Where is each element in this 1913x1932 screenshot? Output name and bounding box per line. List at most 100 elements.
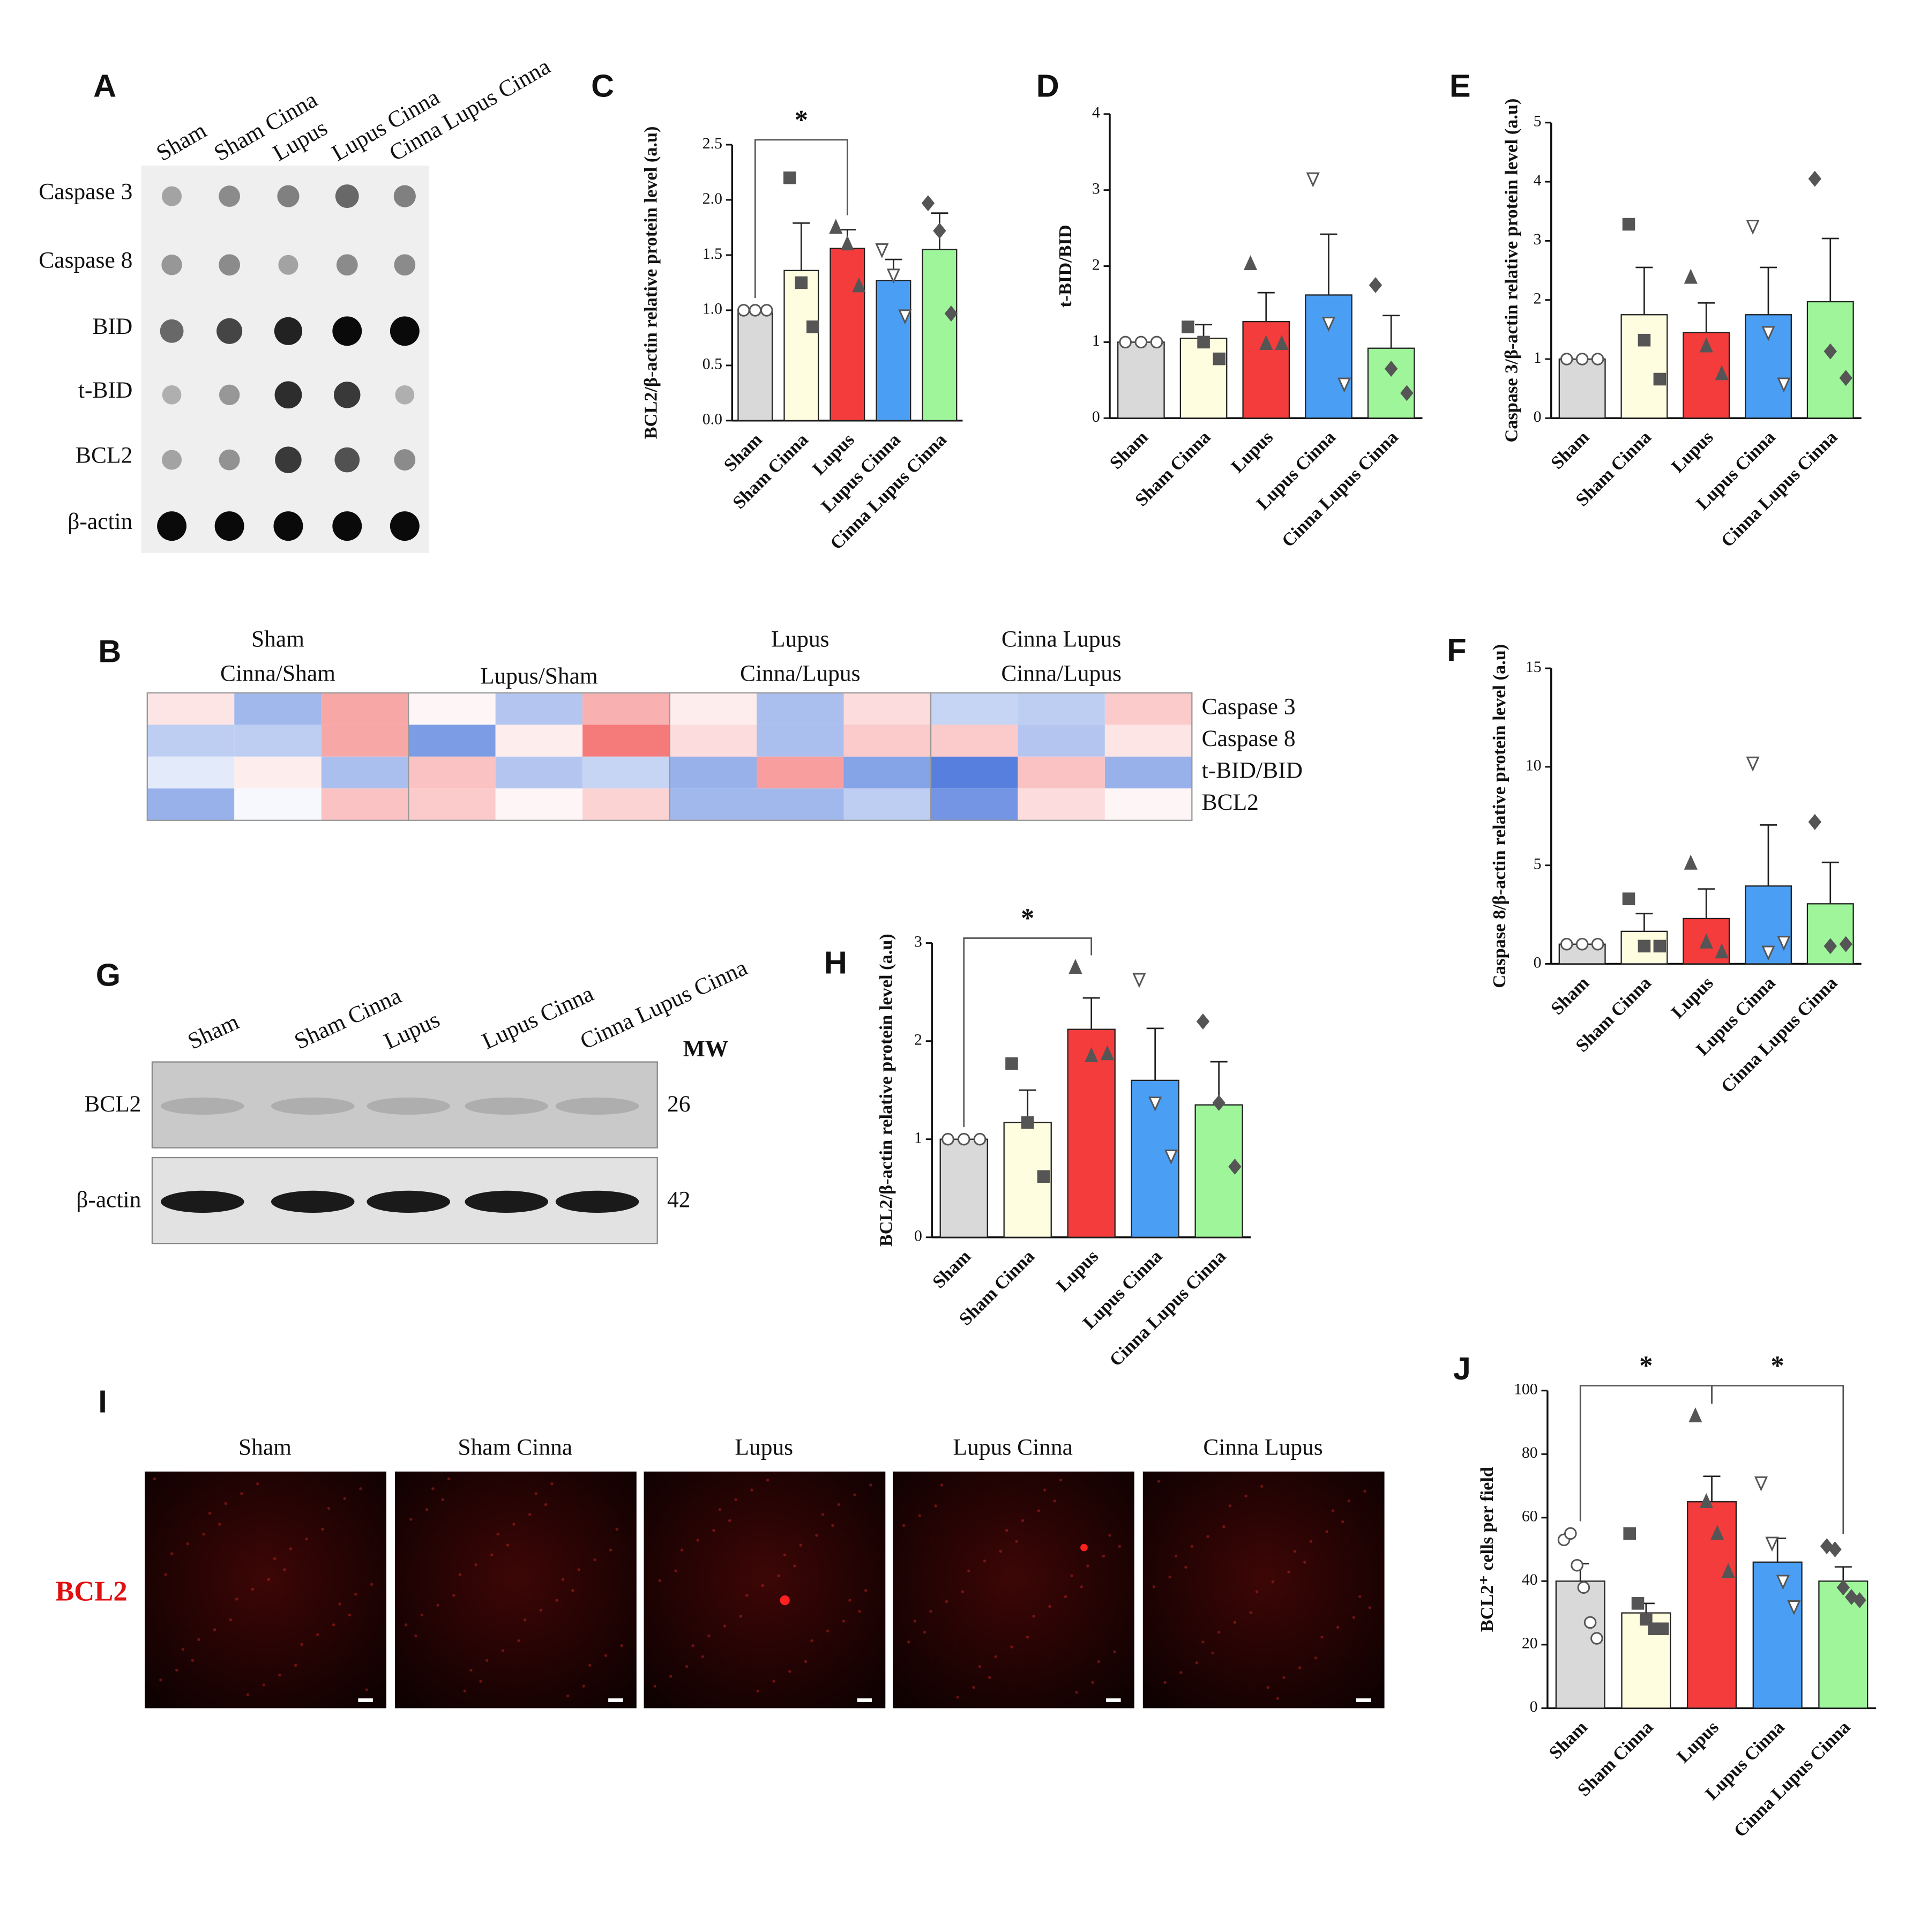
fluorescence-spot [1080, 1543, 1088, 1551]
fluorescence-speck [604, 1654, 608, 1657]
error-bar [793, 222, 810, 271]
fluorescence-speck [1303, 1561, 1306, 1564]
data-point [1777, 936, 1791, 951]
fluorescence-speck [978, 1665, 982, 1668]
fluorescence-speck [1341, 1520, 1344, 1524]
data-point [1754, 1476, 1768, 1491]
row-label: BCL2 [55, 1576, 127, 1607]
fluorescence-speck [837, 1503, 841, 1506]
data-point [1134, 335, 1148, 349]
y-tick-label: 20 [1522, 1635, 1538, 1652]
fluorescence-speck [1005, 1528, 1008, 1532]
fluorescence-speck [1325, 1530, 1328, 1533]
fluorescence-speck [994, 1655, 997, 1659]
column-group-label: Lupus [771, 626, 830, 652]
significance-star: * [795, 105, 808, 135]
row-label: t-BID/BID [1202, 758, 1303, 784]
blot-band [160, 1097, 244, 1115]
fluorescence-speck [1157, 1480, 1161, 1483]
fluorescence-speck [793, 1564, 796, 1568]
data-point [1688, 1407, 1702, 1422]
fluorescence-speck [669, 1675, 672, 1678]
fluorescence-speck [153, 1477, 156, 1481]
fluorescence-speck [804, 1660, 808, 1664]
blot-dot [274, 317, 303, 345]
error-bar [1821, 237, 1839, 302]
data-point [1699, 337, 1713, 353]
blot-dot [393, 185, 416, 207]
fluorescence-speck [658, 1579, 662, 1583]
fluorescence-speck [365, 1688, 369, 1691]
fluorescence-speck [918, 1514, 922, 1517]
column-group-label: Cinna/Sham [220, 661, 335, 687]
data-point [1623, 1527, 1636, 1540]
error-bar [1146, 1027, 1164, 1080]
error-bar [1759, 824, 1777, 886]
fluorescence-speck [1201, 1640, 1205, 1644]
data-point [875, 243, 889, 258]
row-label: Caspase 3 [39, 178, 132, 204]
fluorescence-speck [815, 1534, 818, 1537]
fluorescence-speck [1026, 1635, 1029, 1639]
fluorescence-speck [1309, 1540, 1313, 1543]
data-point [1243, 255, 1258, 271]
fluorescence-speck [956, 1696, 960, 1699]
fluorescence-speck [256, 1482, 259, 1486]
fluorescence-speck [1260, 1485, 1264, 1488]
heatmap-cell [669, 692, 757, 725]
bar [1806, 301, 1854, 419]
data-point [957, 1132, 970, 1146]
heatmap-cell [1018, 692, 1105, 725]
fluorescence-speck [517, 1639, 520, 1643]
panel-letter: A [93, 68, 116, 103]
y-tick-label: 1 [1534, 349, 1542, 367]
data-point [1839, 936, 1852, 952]
blot-dot [278, 255, 298, 275]
fluorescence-speck [766, 1479, 769, 1482]
panel-letter: J [1453, 1351, 1471, 1386]
fluorescence-speck [653, 1684, 656, 1688]
row-label: BCL2 [1202, 789, 1259, 815]
blot-strip [151, 1061, 658, 1148]
bar [1117, 341, 1165, 419]
fluorescence-speck [1091, 1681, 1094, 1684]
data-point [1564, 1527, 1577, 1540]
data-point [852, 277, 866, 293]
heatmap-cell [582, 756, 670, 789]
heatmap-cell [930, 756, 1018, 789]
data-point [1571, 1558, 1583, 1572]
bar [1686, 1501, 1737, 1709]
data-point [1591, 937, 1604, 951]
fluorescence-speck [821, 1513, 825, 1516]
bracket-line [1711, 1385, 1844, 1534]
data-point [898, 309, 912, 325]
data-point [1622, 218, 1635, 231]
y-axis-label: BCL2/β-actin relative protein level (a.u… [876, 934, 896, 1247]
data-point [1828, 1541, 1842, 1558]
bar [1305, 294, 1352, 419]
fluorescence-speck [181, 1647, 184, 1651]
fluorescence-speck [1249, 1611, 1252, 1614]
data-point [1213, 352, 1226, 365]
scale-bar [1356, 1698, 1371, 1702]
data-point [1337, 377, 1351, 393]
heatmap-cell [1104, 756, 1192, 789]
data-point [1384, 361, 1398, 377]
y-tick-label: 2 [1092, 256, 1100, 273]
y-tick-label: 80 [1522, 1444, 1538, 1461]
y-tick-label: 2 [1534, 290, 1542, 308]
heatmap-cell [582, 692, 670, 725]
column-group-label: Sham [251, 626, 304, 652]
fluorescence-speck [550, 1482, 554, 1486]
heatmap-cell [321, 756, 409, 789]
mw-header: MW [683, 1036, 729, 1062]
fluorescence-speck [1118, 1545, 1122, 1548]
blot-dot [161, 255, 182, 275]
fluorescence-speck [436, 1603, 439, 1607]
column-label: Sham Cinna [458, 1435, 572, 1460]
column-group-label: Cinna/Lupus [740, 661, 861, 687]
data-point [1275, 335, 1289, 350]
heatmap-cell [1104, 788, 1192, 820]
error-bar [1698, 888, 1715, 919]
data-point [886, 268, 900, 284]
